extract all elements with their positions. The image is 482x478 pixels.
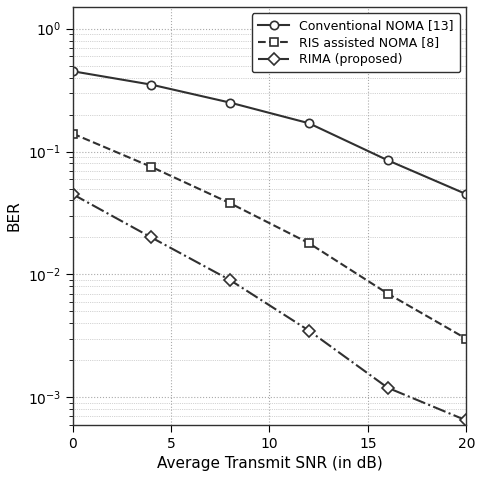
RIMA (proposed) <box>227 277 233 283</box>
Conventional NOMA [13] <box>385 157 390 163</box>
X-axis label: Average Transmit SNR (in dB): Average Transmit SNR (in dB) <box>157 456 382 471</box>
Y-axis label: BER: BER <box>7 200 22 231</box>
Conventional NOMA [13] <box>306 120 312 126</box>
Conventional NOMA [13] <box>227 100 233 106</box>
RIS assisted NOMA [8] <box>148 164 154 170</box>
RIMA (proposed) <box>463 418 469 424</box>
RIS assisted NOMA [8] <box>70 130 76 136</box>
RIS assisted NOMA [8] <box>306 240 312 246</box>
Line: RIS assisted NOMA [8]: RIS assisted NOMA [8] <box>68 130 470 343</box>
Line: Conventional NOMA [13]: Conventional NOMA [13] <box>68 67 470 198</box>
RIS assisted NOMA [8] <box>227 200 233 206</box>
RIS assisted NOMA [8] <box>385 291 390 296</box>
RIMA (proposed) <box>70 191 76 197</box>
Conventional NOMA [13] <box>70 68 76 74</box>
RIMA (proposed) <box>385 385 390 391</box>
RIS assisted NOMA [8] <box>463 336 469 342</box>
RIMA (proposed) <box>148 235 154 240</box>
Conventional NOMA [13] <box>148 82 154 87</box>
Conventional NOMA [13] <box>463 191 469 197</box>
Legend: Conventional NOMA [13], RIS assisted NOMA [8], RIMA (proposed): Conventional NOMA [13], RIS assisted NOM… <box>252 13 460 72</box>
RIMA (proposed) <box>306 327 312 333</box>
Line: RIMA (proposed): RIMA (proposed) <box>68 190 470 424</box>
